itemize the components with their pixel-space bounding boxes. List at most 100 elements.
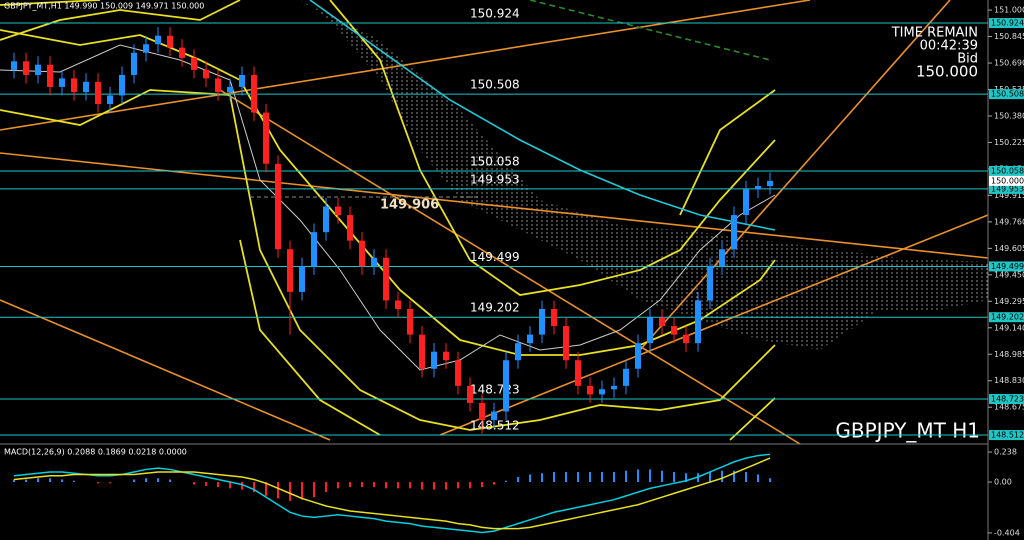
level-box-label: 148.723	[991, 395, 1024, 404]
y-tick-label: 149.450	[994, 270, 1024, 279]
y-tick-label: 149.605	[994, 244, 1024, 253]
trend-line	[219, 89, 801, 445]
level-box	[989, 165, 1024, 176]
candle-body	[695, 300, 701, 344]
band-line	[239, 239, 381, 436]
histogram-bar	[505, 480, 507, 483]
histogram-bar	[385, 482, 387, 489]
trend-lines	[0, 0, 989, 445]
timer: 00:42:39	[920, 39, 978, 54]
histogram-bar	[133, 479, 135, 483]
candle-body	[83, 81, 89, 93]
histogram-bar	[685, 473, 687, 483]
level-box-label: 149.202	[991, 313, 1024, 322]
candle-body	[371, 257, 377, 267]
candle-body	[443, 351, 449, 361]
level-label: 150.508	[470, 78, 520, 92]
candle-body	[767, 180, 773, 187]
level-label: 148.723	[470, 383, 520, 397]
candle-body	[23, 61, 29, 75]
candle-body	[131, 52, 137, 75]
histogram-bar	[613, 471, 615, 483]
histogram-bar	[673, 471, 675, 483]
histogram-bar	[493, 482, 495, 485]
candle-body	[95, 81, 101, 105]
candle-body	[755, 186, 761, 190]
histogram-bar	[61, 479, 63, 483]
level-box	[989, 430, 1024, 441]
level-label: 150.058	[470, 154, 520, 168]
level-box-label: 150.058	[991, 166, 1024, 175]
histogram-bar	[397, 482, 399, 489]
histogram-bar	[313, 482, 315, 498]
bid-box-label: 150.000	[991, 176, 1024, 185]
candle-body	[47, 64, 53, 87]
histogram-bar	[241, 482, 243, 490]
candle-body	[539, 308, 545, 335]
histogram-bar	[409, 482, 411, 489]
histogram-bar	[361, 482, 363, 488]
histogram-bar	[73, 480, 75, 483]
histogram-bar	[589, 471, 591, 483]
candle-body	[263, 112, 269, 164]
level-box	[989, 18, 1024, 29]
candle-body	[311, 232, 317, 267]
histogram-bar	[205, 482, 207, 486]
level-box-label: 149.953	[991, 184, 1024, 193]
candle-body	[155, 35, 161, 45]
candle-body	[731, 215, 737, 250]
histogram-bar	[769, 478, 771, 483]
candle-body	[287, 249, 293, 292]
histogram-bar	[337, 482, 339, 489]
histogram-bar	[601, 471, 603, 483]
candle-body	[491, 411, 497, 421]
histogram-bar	[709, 471, 711, 483]
histogram-bar	[517, 476, 519, 483]
level-label: 149.953	[470, 172, 520, 186]
band-line	[0, 0, 241, 41]
trend-line	[439, 214, 989, 436]
candle-body	[515, 343, 521, 361]
histogram-bar	[13, 479, 15, 483]
histogram-bar	[145, 478, 147, 483]
band-line	[679, 89, 776, 216]
chart-header: GBPJPY_MT,H1 149.990 150.009 149.971 150…	[4, 2, 204, 11]
histogram-bar	[421, 482, 423, 490]
level-label: 149.202	[470, 301, 520, 315]
candle-body	[419, 334, 425, 369]
candle-body	[167, 35, 173, 48]
moving-average	[309, 0, 776, 231]
candle-body	[587, 385, 593, 395]
histogram-bar	[469, 482, 471, 489]
candle-body	[227, 86, 233, 93]
candle-body	[359, 240, 365, 267]
candle-body	[479, 402, 485, 421]
histogram-bar	[637, 469, 639, 483]
level-box	[989, 89, 1024, 100]
trend-line	[0, 299, 331, 441]
candle-body	[683, 334, 689, 344]
macd-header: MACD(12,26,9) 0.2088 0.1869 0.0218 0.000…	[4, 448, 187, 457]
macd-line	[13, 453, 771, 534]
y-tick-label: 148.675	[994, 403, 1024, 412]
y-tick-label: 0.238	[994, 448, 1017, 457]
band-line	[0, 0, 101, 6]
trend-line	[0, 0, 811, 131]
level-label: 150.924	[470, 7, 520, 21]
histogram-bar	[745, 471, 747, 483]
histogram-bar	[37, 478, 39, 483]
candle-body	[455, 360, 461, 386]
histogram-bar	[229, 482, 231, 489]
histogram-bar	[481, 482, 483, 488]
candle-body	[395, 300, 401, 309]
histogram-bar	[541, 473, 543, 483]
candle-body	[671, 326, 677, 335]
candle-body	[719, 249, 725, 267]
candle-body	[179, 47, 185, 58]
histogram-bar	[529, 474, 531, 483]
macd-line	[13, 457, 771, 530]
histogram-bar	[625, 470, 627, 483]
candle-body	[407, 308, 413, 335]
histogram-bar	[349, 482, 351, 488]
